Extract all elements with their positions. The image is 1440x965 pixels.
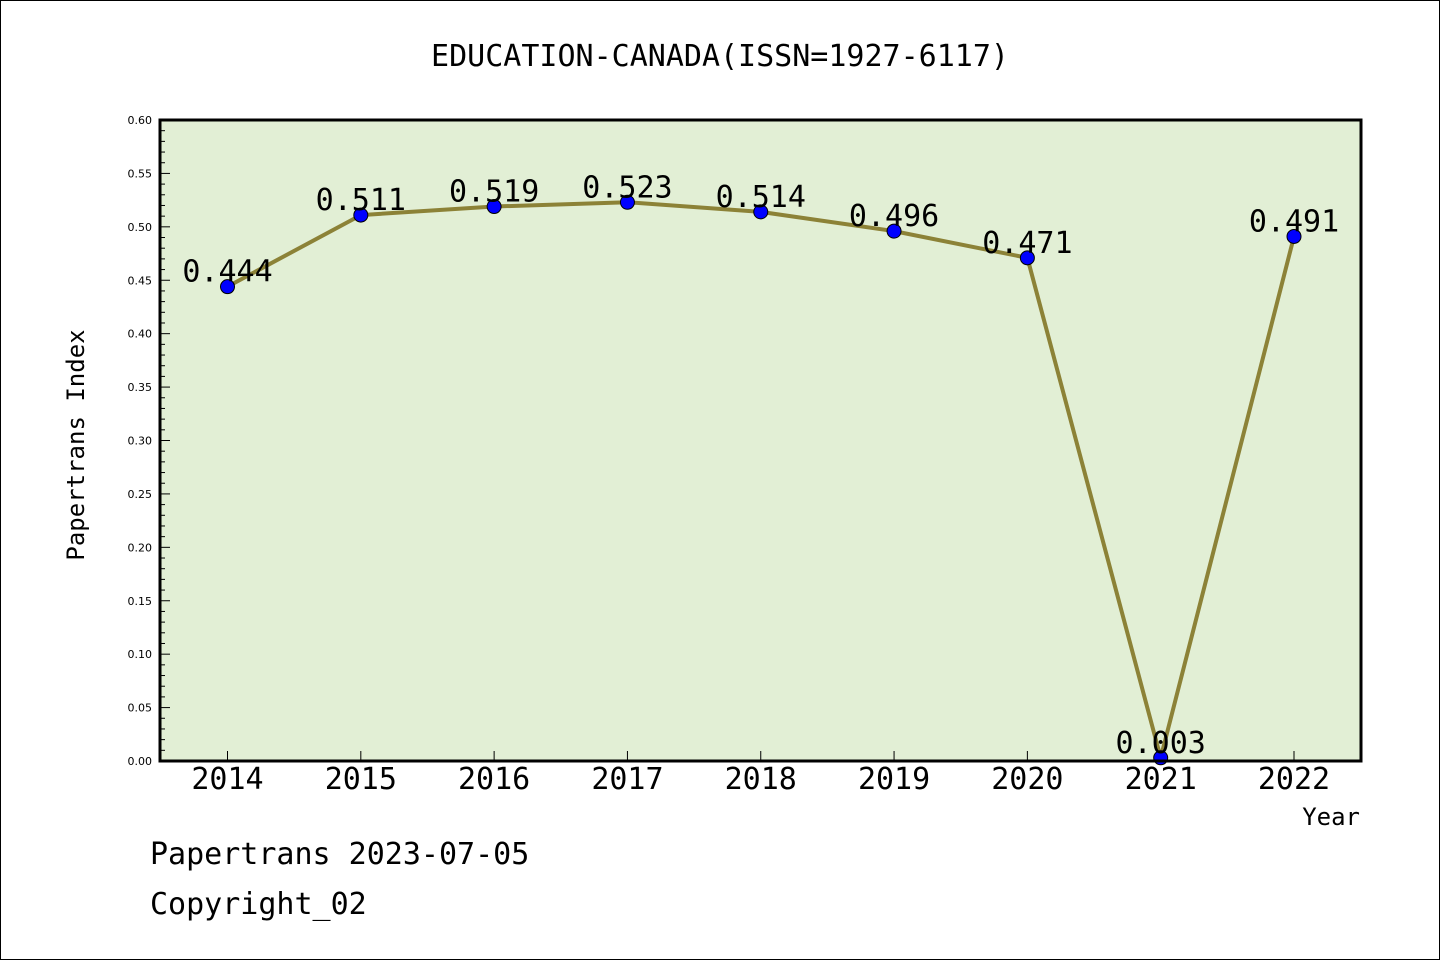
data-label: 0.491 bbox=[1249, 204, 1339, 239]
data-point bbox=[619, 194, 635, 210]
data-label: 0.514 bbox=[716, 180, 806, 215]
data-point bbox=[353, 207, 369, 223]
x-tick-label: 2017 bbox=[591, 762, 663, 797]
x-tick-label: 2015 bbox=[325, 762, 397, 797]
data-point bbox=[1286, 228, 1302, 244]
y-tick-label: 0.15 bbox=[128, 595, 153, 608]
y-tick-label: 0.20 bbox=[128, 541, 153, 554]
x-tick-label: 2021 bbox=[1125, 762, 1197, 797]
footer-copyright: Copyright_02 bbox=[150, 887, 367, 922]
chart-title: EDUCATION-CANADA(ISSN=1927-6117) bbox=[431, 39, 1009, 74]
y-axis-label: Papertrans Index bbox=[62, 329, 90, 560]
x-tick-label: 2019 bbox=[858, 762, 930, 797]
data-point bbox=[1019, 250, 1035, 266]
x-tick-label: 2020 bbox=[991, 762, 1063, 797]
data-point bbox=[220, 279, 235, 295]
y-tick-label: 0.40 bbox=[128, 328, 153, 341]
x-axis-ticks: 2014 2015 2016 2017 2018 2019 2020 2021 2022 bbox=[191, 751, 1330, 797]
data-label: 0.471 bbox=[982, 226, 1072, 261]
y-tick-label: 0.60 bbox=[128, 114, 153, 127]
y-tick-label: 0.05 bbox=[128, 702, 153, 715]
data-point bbox=[886, 223, 902, 239]
x-tick-label: 2018 bbox=[725, 762, 797, 797]
x-tick-label: 2016 bbox=[458, 762, 530, 797]
data-label: 0.523 bbox=[582, 170, 672, 205]
y-tick-label: 0.10 bbox=[128, 648, 153, 661]
y-axis-ticks: 0.00 0.05 0.10 0.15 0.20 0.25 0.30 0.35 0.40 0.45… bbox=[128, 114, 170, 768]
data-label: 0.003 bbox=[1116, 726, 1206, 761]
y-tick-label: 0.55 bbox=[128, 167, 153, 180]
data-point bbox=[486, 199, 502, 215]
data-label: 0.511 bbox=[316, 183, 406, 218]
x-tick-label: 2022 bbox=[1258, 762, 1330, 797]
y-tick-label: 0.30 bbox=[128, 435, 153, 448]
data-label: 0.519 bbox=[449, 175, 539, 210]
data-point bbox=[753, 204, 769, 220]
plot-area bbox=[160, 120, 1361, 761]
data-label: 0.444 bbox=[182, 255, 272, 290]
y-tick-label: 0.00 bbox=[128, 755, 153, 768]
data-label: 0.496 bbox=[849, 199, 939, 234]
footer-date: Papertrans 2023-07-05 bbox=[150, 837, 529, 872]
x-axis-label: Year bbox=[1302, 803, 1360, 831]
series-line-group bbox=[220, 194, 1302, 766]
x-tick-label: 2014 bbox=[191, 762, 263, 797]
y-tick-label: 0.35 bbox=[128, 381, 153, 394]
y-tick-label: 0.50 bbox=[128, 221, 153, 234]
y-tick-label: 0.25 bbox=[128, 488, 153, 501]
data-labels-group: 0.444 0.511 0.519 0.523 0.514 0.496 0.471 0.003… bbox=[182, 170, 1339, 761]
y-tick-label: 0.45 bbox=[128, 274, 153, 287]
plot-frame bbox=[158, 118, 1363, 763]
